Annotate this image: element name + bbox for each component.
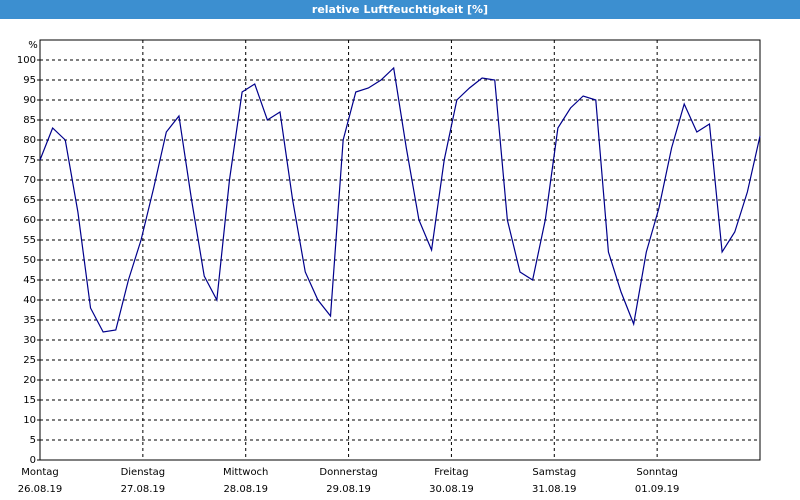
y-tick-label: 95 — [23, 75, 36, 86]
x-tick-date: 29.08.19 — [326, 484, 371, 495]
x-tick-date: 28.08.19 — [223, 484, 268, 495]
chart-title: relative Luftfeuchtigkeit [%] — [0, 0, 800, 19]
y-tick-label: 80 — [23, 135, 36, 146]
x-tick-day: Freitag — [434, 467, 468, 478]
y-tick-label: 40 — [23, 295, 36, 306]
x-tick-date: 30.08.19 — [429, 484, 474, 495]
y-tick-label: 10 — [23, 415, 36, 426]
y-tick-label: 45 — [23, 275, 36, 286]
x-tick-day: Dienstag — [121, 467, 166, 478]
x-tick-date: 27.08.19 — [121, 484, 166, 495]
y-unit: % — [28, 40, 38, 51]
x-tick-date: 31.08.19 — [532, 484, 577, 495]
x-tick-day: Mittwoch — [223, 467, 268, 478]
x-tick-day: Sonntag — [636, 467, 678, 478]
y-tick-label: 55 — [23, 235, 36, 246]
y-tick-label: 65 — [23, 195, 36, 206]
x-tick-day: Montag — [21, 467, 58, 478]
y-tick-label: 30 — [23, 335, 36, 346]
y-tick-label: 100 — [17, 55, 36, 66]
y-tick-label: 35 — [23, 315, 36, 326]
y-tick-label: 70 — [23, 175, 36, 186]
x-tick-day: Donnerstag — [319, 467, 377, 478]
x-tick-date: 26.08.19 — [18, 484, 63, 495]
y-tick-label: 85 — [23, 115, 36, 126]
y-tick-label: 60 — [23, 215, 36, 226]
line-series — [39, 66, 761, 333]
y-tick-label: 20 — [23, 375, 36, 386]
y-tick-label: 15 — [23, 395, 36, 406]
plot-area — [39, 39, 761, 461]
x-tick-day: Samstag — [532, 467, 576, 478]
x-tick-date: 01.09.19 — [635, 484, 680, 495]
y-tick-label: 5 — [30, 435, 36, 446]
y-tick-label: 75 — [23, 155, 36, 166]
y-tick-label: 90 — [23, 95, 36, 106]
y-tick-label: 0 — [30, 455, 36, 466]
y-tick-label: 50 — [23, 255, 36, 266]
y-tick-label: 25 — [23, 355, 36, 366]
